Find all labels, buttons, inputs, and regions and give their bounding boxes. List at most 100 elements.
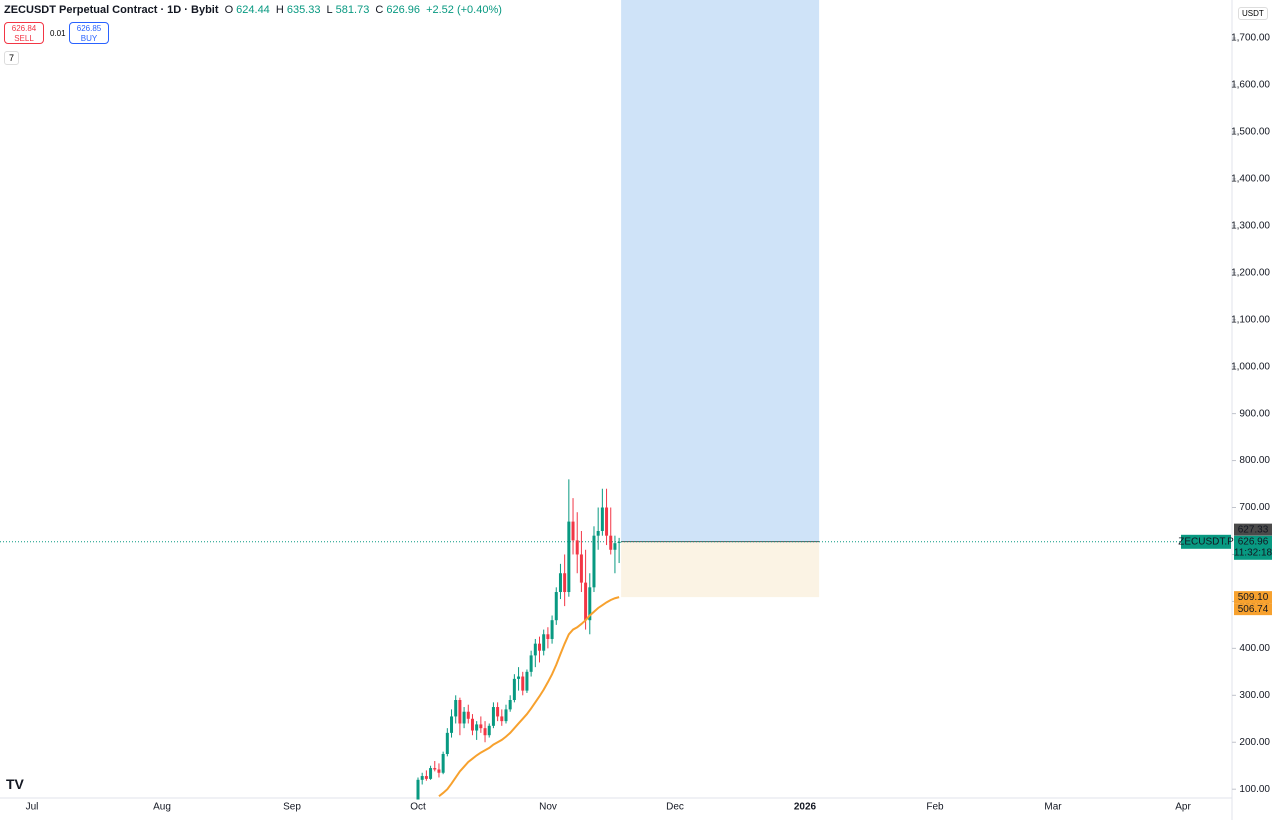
x-tick-label: Mar <box>1044 802 1062 813</box>
logo: TV <box>6 776 24 792</box>
ohlc-h: 635.33 <box>286 4 321 16</box>
y-tick-label: 800.00 <box>1239 455 1270 466</box>
candle-body <box>500 716 504 722</box>
candle-body <box>508 700 512 710</box>
candle-body <box>579 554 583 583</box>
indicators-toggle[interactable]: 7 <box>4 51 20 65</box>
candle-body <box>462 711 466 724</box>
candle-body <box>437 769 441 773</box>
change: +2.52 (+0.40%) <box>426 4 502 16</box>
x-tick-label: 2026 <box>794 802 817 813</box>
ohlc-o: 624.44 <box>236 4 270 16</box>
buy-button[interactable]: 626.85 BUY <box>69 22 109 44</box>
x-tick-label: Apr <box>1175 802 1191 813</box>
candle-body <box>458 700 462 724</box>
ohlc-h-label: H <box>275 4 284 16</box>
candle-body <box>445 732 449 754</box>
buy-label: BUY <box>80 34 98 43</box>
symbol-box <box>1181 534 1231 549</box>
x-tick-label: Aug <box>153 802 171 813</box>
entry-price-box <box>1234 523 1272 536</box>
candle-body <box>571 521 575 541</box>
y-tick-label: 1,500.00 <box>1231 127 1270 138</box>
y-tick-label: 900.00 <box>1239 408 1270 419</box>
candle-body <box>433 768 437 770</box>
position-loss-zone <box>621 541 820 598</box>
last-price-box <box>1234 535 1272 560</box>
symbol: ZECUSDT Perpetual Contract · 1D · Bybit <box>4 4 219 16</box>
y-tick-label: 300.00 <box>1239 690 1270 701</box>
countdown: 11:32:18 <box>1234 547 1273 558</box>
candle-body <box>424 776 428 779</box>
candle-body <box>470 718 474 731</box>
candle-body <box>546 634 550 639</box>
candle-body <box>550 620 554 639</box>
x-tick-label: Feb <box>926 802 944 813</box>
y-tick-label: 700.00 <box>1239 502 1270 513</box>
candle-body <box>416 779 420 800</box>
ma-price-label: 506.74 <box>1238 604 1269 615</box>
ohlc-l-label: L <box>326 4 333 16</box>
candle-body <box>504 709 508 722</box>
candle-body <box>538 643 542 651</box>
ohlc-c-label: C <box>375 4 384 16</box>
currency-menu[interactable]: USDT <box>1238 7 1268 20</box>
candle-body <box>592 535 596 588</box>
candle-body <box>533 643 537 656</box>
moving-average <box>438 596 620 798</box>
last-price-label: 626.96 <box>1238 536 1269 547</box>
candle-body <box>600 507 604 531</box>
y-tick-label: 400.00 <box>1239 643 1270 654</box>
candle-body <box>479 724 483 729</box>
y-tick-label: 100.00 <box>1239 784 1270 795</box>
spread: 0.01 <box>50 29 66 38</box>
candle-body <box>496 707 500 717</box>
candle-body <box>454 700 458 717</box>
candle-body <box>429 768 433 779</box>
x-tick-label: Oct <box>410 802 426 813</box>
candle-body <box>588 587 592 621</box>
y-tick-label: 1,400.00 <box>1231 174 1270 185</box>
candle-body <box>605 507 609 536</box>
sell-button[interactable]: 626.84 SELL <box>4 22 44 44</box>
position-profit-zone <box>621 0 820 542</box>
ma-price-box <box>1234 591 1272 604</box>
ohlc-c: 626.96 <box>386 4 420 16</box>
x-tick-label: Dec <box>666 802 684 813</box>
sell-label: SELL <box>14 34 34 43</box>
ohlc-o-label: O <box>224 4 234 16</box>
y-tick-label: 1,200.00 <box>1231 267 1270 278</box>
symbol-label: ZECUSDT.P <box>1178 536 1234 547</box>
candle-body <box>483 728 487 736</box>
candle-body <box>466 711 470 719</box>
candle-body <box>584 582 588 621</box>
candle-body <box>420 776 424 780</box>
y-tick-label: 200.00 <box>1239 737 1270 748</box>
candle-body <box>491 707 495 726</box>
candle-body <box>542 634 546 651</box>
header: ZECUSDT Perpetual Contract · 1D · Bybit … <box>4 4 505 16</box>
y-tick-label: 1,700.00 <box>1231 33 1270 44</box>
candle-body <box>529 655 533 672</box>
candle-body <box>613 543 617 550</box>
candle-body <box>487 725 491 736</box>
x-tick-label: Nov <box>539 802 557 813</box>
candle-body <box>567 521 571 593</box>
x-tick-label: Sep <box>283 802 301 813</box>
candle-body <box>617 541 621 543</box>
ma-price-box <box>1234 603 1272 616</box>
candle-body <box>441 753 445 773</box>
ma-price-label: 509.10 <box>1238 592 1269 603</box>
y-tick-label: 1,300.00 <box>1231 220 1270 231</box>
candle-body <box>450 716 454 733</box>
candle-body <box>525 671 529 691</box>
y-tick-label: 1,600.00 <box>1231 80 1270 91</box>
candle-body <box>609 535 613 550</box>
candle-body <box>554 592 558 621</box>
x-tick-label: Jul <box>26 802 39 813</box>
y-tick-label: 1,100.00 <box>1231 314 1270 325</box>
ohlc-l: 581.73 <box>335 4 370 16</box>
candle-body <box>475 724 479 731</box>
